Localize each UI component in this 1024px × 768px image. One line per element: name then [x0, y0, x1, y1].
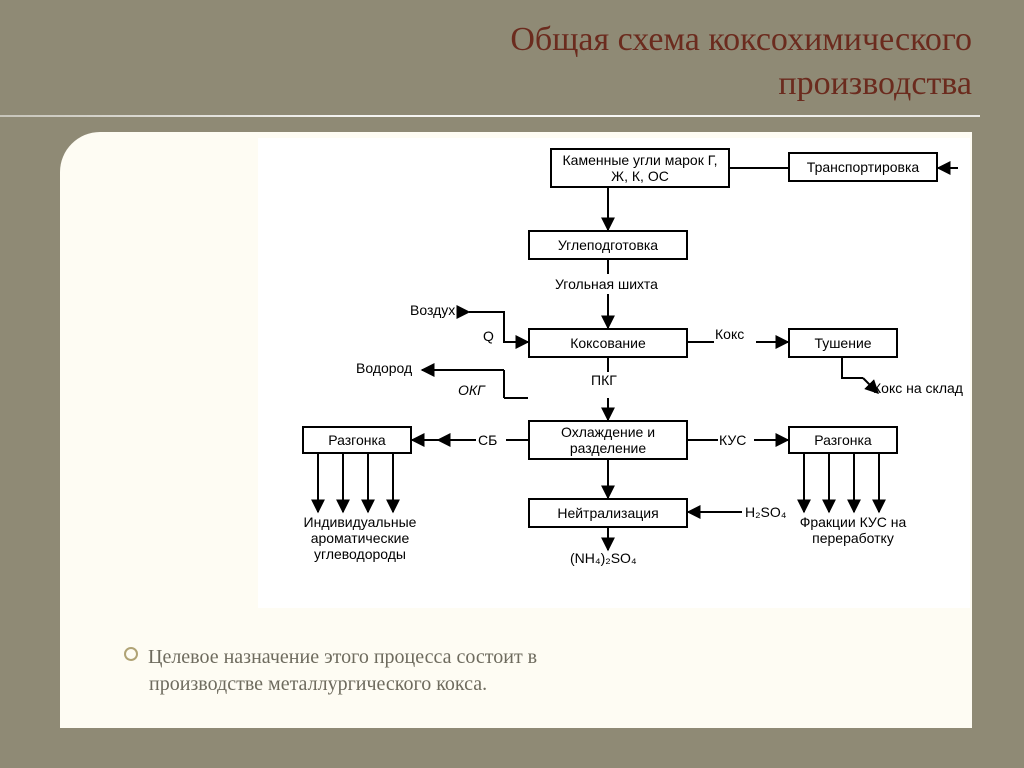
label-sb: СБ [478, 432, 497, 448]
node-neutral: Нейтрализация [528, 498, 688, 528]
body-line-1: Целевое назначение этого процесса состои… [148, 646, 537, 668]
node-razg_r: Разгонка [788, 426, 898, 454]
label-pkg: ПКГ [591, 372, 617, 388]
node-coking: Коксование [528, 328, 688, 358]
title-underline [0, 115, 980, 117]
label-indiv: Индивидуальные ароматические углеводород… [270, 514, 450, 562]
label-hydrogen: Водород [356, 360, 412, 376]
label-kus: КУС [719, 432, 746, 448]
label-air: Воздух [410, 302, 455, 318]
arrow-6 [504, 312, 528, 342]
title-line-2: производства [778, 65, 972, 102]
node-cooling: Охлаждение и разделение [528, 420, 688, 460]
node-quench: Тушение [788, 328, 898, 358]
slide: Общая схема коксохимического производств… [0, 0, 1024, 768]
title-line-1: Общая схема коксохимического [510, 21, 972, 58]
node-coals: Каменные угли марок Г, Ж, К, ОС [550, 148, 730, 188]
arrow-15 [842, 358, 863, 378]
content-panel: Каменные угли марок Г, Ж, К, ОС Транспорт… [60, 132, 972, 728]
label-koksstore: Кокс на склад [873, 380, 963, 396]
label-charge: Угольная шихта [555, 276, 658, 292]
body-line-2: производстве металлургического кокса. [149, 673, 487, 695]
label-q: Q [483, 328, 494, 344]
flowchart-diagram: Каменные угли марок Г, Ж, К, ОС Транспорт… [258, 138, 970, 608]
label-okg: ОКГ [458, 382, 485, 398]
label-frac: Фракции КУС на переработку [778, 514, 928, 546]
arrow-5 [469, 312, 504, 328]
node-razg_l: Разгонка [302, 426, 412, 454]
label-koks: Кокс [715, 326, 744, 342]
node-coalprep: Углеподготовка [528, 230, 688, 260]
node-transport: Транспортировка [788, 152, 938, 182]
body-text: Целевое назначение этого процесса состои… [124, 644, 537, 698]
label-nh4: (NH₄)₂SO₄ [570, 550, 637, 566]
bullet-icon [124, 647, 138, 661]
slide-title: Общая схема коксохимического производств… [510, 18, 972, 105]
